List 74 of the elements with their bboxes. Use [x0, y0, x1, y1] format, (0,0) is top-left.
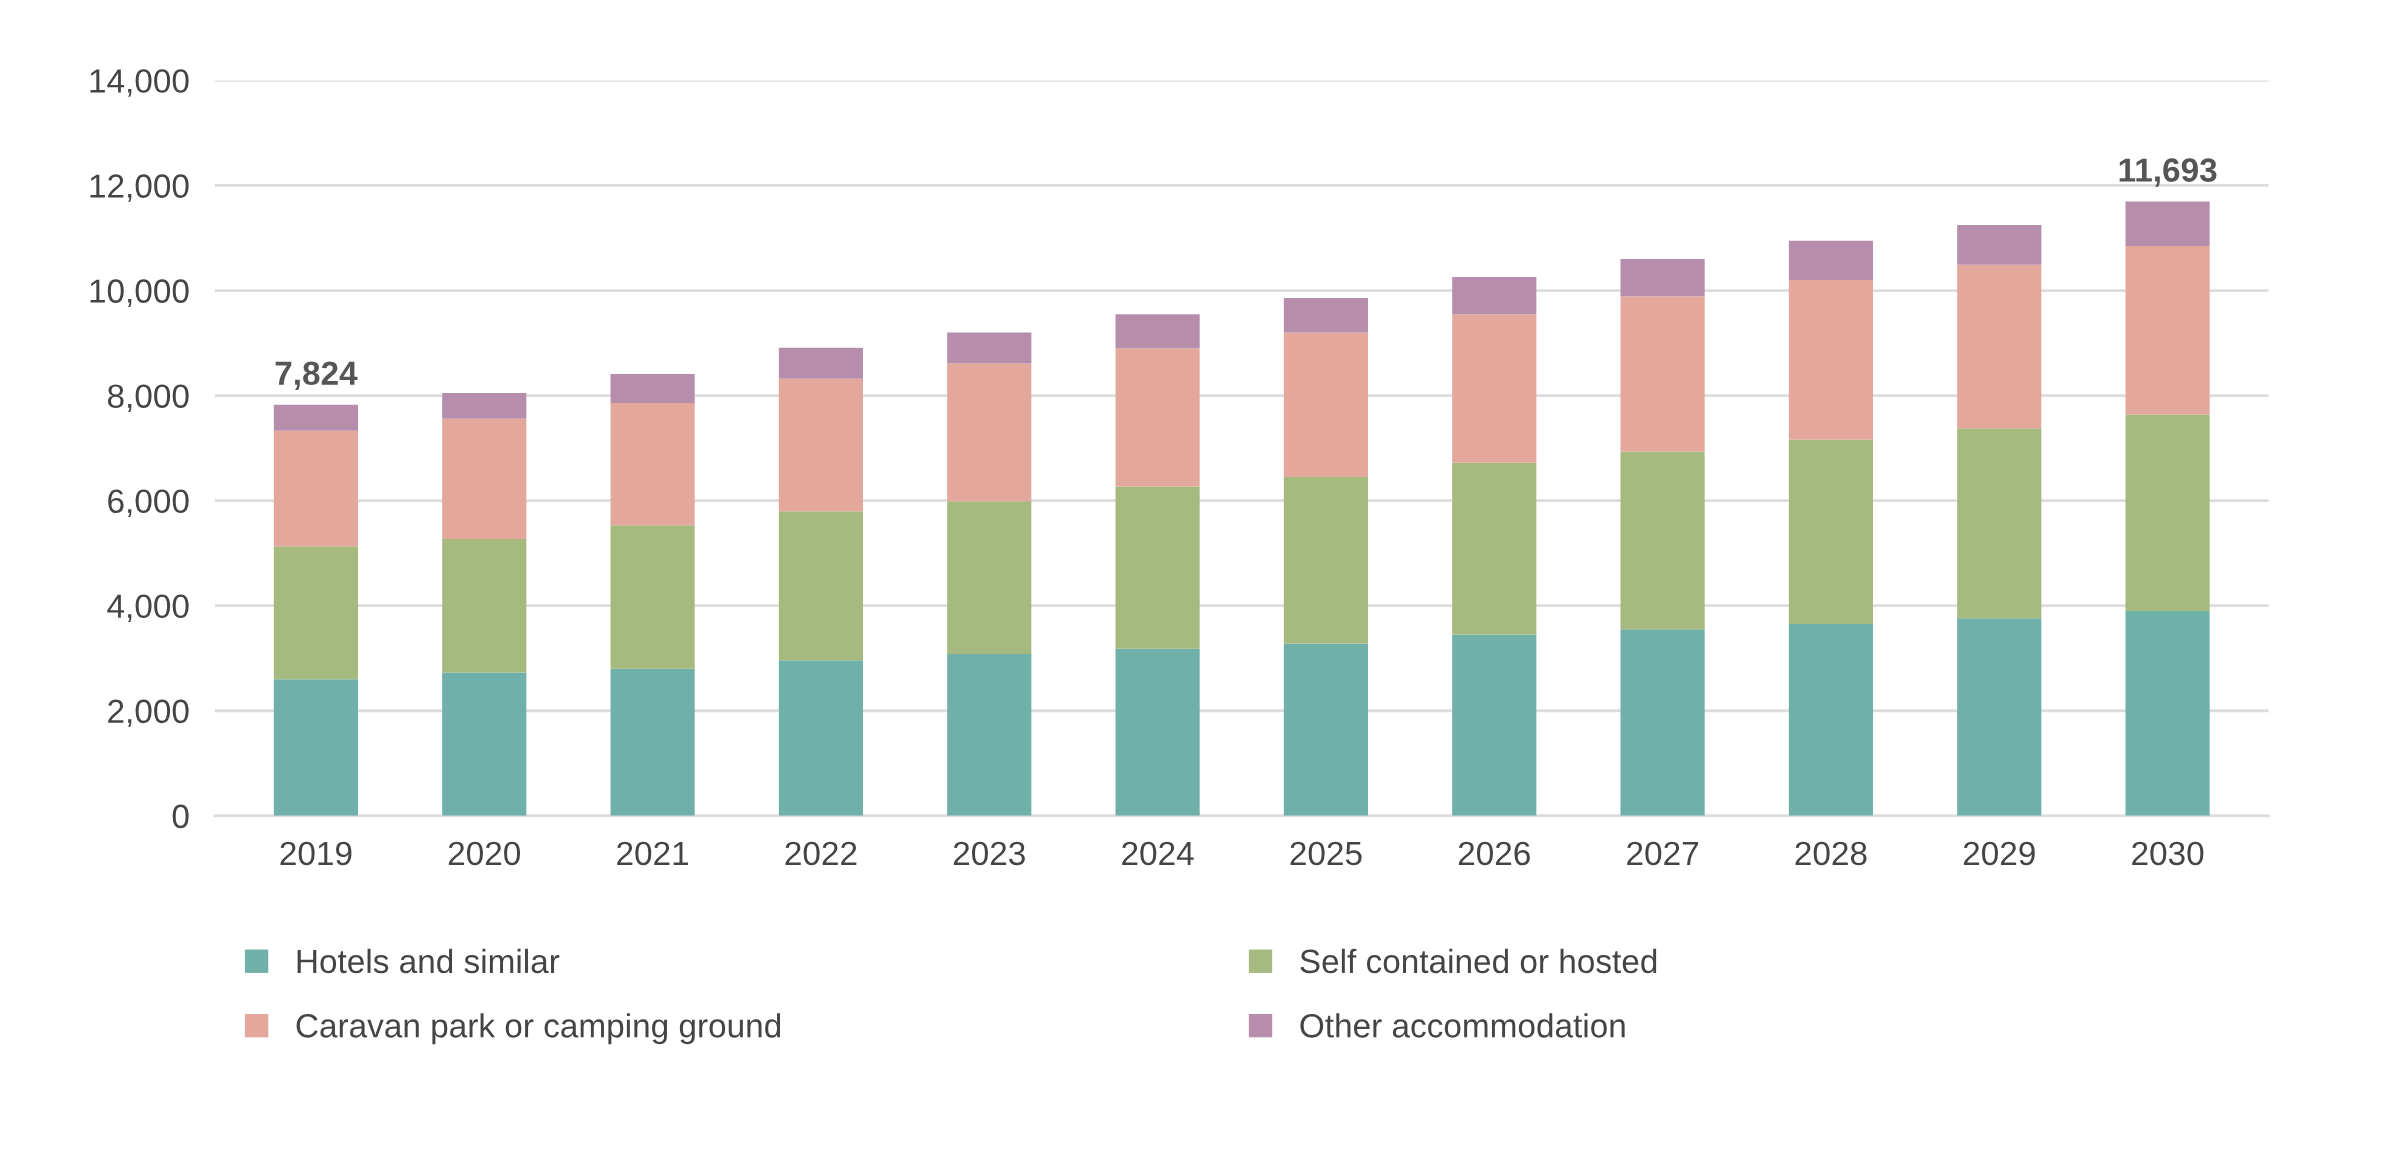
bar	[1788, 439, 1874, 625]
bar	[1788, 624, 1874, 816]
bar	[778, 347, 864, 379]
total-label: 7,824	[275, 361, 358, 390]
legend-label: Other accommodation	[1300, 1013, 1625, 1038]
bar	[1620, 629, 1705, 816]
y-tick-label: 10,000	[90, 279, 189, 307]
bar	[1283, 297, 1369, 333]
x-tick-label: 2026	[1458, 841, 1530, 866]
bar	[273, 430, 358, 547]
bar	[1452, 314, 1537, 463]
bar	[273, 546, 358, 680]
bar	[1788, 240, 1874, 281]
x-tick-label: 2019	[280, 841, 352, 866]
x-tick-label: 2025	[1290, 841, 1362, 866]
y-tick-label: 8,000	[107, 384, 189, 412]
bar	[1620, 296, 1705, 452]
total-label: 11,693	[2119, 158, 2217, 187]
bar	[1283, 332, 1369, 477]
bar	[610, 525, 695, 669]
y-tick-label: 14,000	[90, 69, 189, 97]
bar	[778, 511, 864, 661]
legend-label: Hotels and similar	[297, 948, 560, 974]
bar	[1957, 618, 2042, 816]
bar	[2125, 610, 2210, 816]
x-tick-label: 2024	[1122, 841, 1194, 866]
bar	[1620, 451, 1705, 630]
x-tick-label: 2022	[785, 841, 857, 866]
bar	[778, 378, 864, 512]
bar	[610, 374, 695, 403]
bar	[947, 363, 1032, 502]
y-tick-label: 4,000	[107, 594, 189, 623]
bar	[947, 501, 1032, 655]
bar	[947, 654, 1032, 816]
bar	[273, 679, 358, 816]
y-tick-label: 2,000	[108, 699, 189, 728]
bar	[1115, 486, 1200, 649]
bar	[610, 668, 695, 816]
bar	[273, 404, 358, 431]
bar	[2125, 245, 2210, 415]
bar	[1957, 224, 2042, 265]
x-tick-label: 2023	[953, 841, 1025, 866]
x-tick-label: 2028	[1795, 841, 1867, 866]
x-tick-label: 2020	[448, 841, 521, 866]
bar	[442, 392, 527, 419]
bar	[1283, 477, 1369, 644]
x-tick-label: 2029	[1963, 841, 2035, 866]
bar	[610, 402, 695, 526]
bar	[2125, 414, 2210, 611]
bar	[442, 672, 527, 816]
x-tick-label: 2030	[2132, 841, 2204, 866]
bar	[1452, 634, 1537, 816]
bar	[778, 660, 864, 816]
bar	[1788, 280, 1874, 440]
bar	[1115, 648, 1200, 816]
bar	[2125, 201, 2210, 246]
x-tick-label: 2027	[1627, 841, 1698, 866]
y-tick-label: 12,000	[90, 174, 189, 202]
bar	[1620, 259, 1705, 297]
bar	[1452, 276, 1537, 315]
bar	[1957, 264, 2042, 429]
bar	[1115, 348, 1200, 487]
bar	[442, 538, 527, 673]
x-tick-label: 2021	[617, 841, 689, 866]
bar	[947, 332, 1032, 364]
bar	[1452, 462, 1537, 635]
bar	[1115, 314, 1200, 349]
bar	[1283, 643, 1369, 816]
legend-label: Self contained or hosted	[1300, 948, 1657, 974]
bar	[442, 418, 527, 539]
y-tick-label: 0	[172, 804, 189, 829]
bar	[1957, 428, 2042, 619]
legend-label: Caravan park or camping ground	[296, 1013, 781, 1045]
y-tick-label: 6,000	[108, 489, 189, 517]
